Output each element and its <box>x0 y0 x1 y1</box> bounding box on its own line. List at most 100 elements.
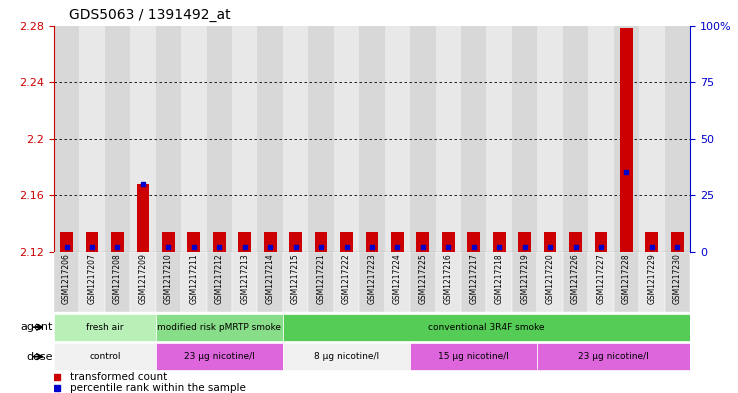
Bar <box>283 314 690 341</box>
Text: GSM1217225: GSM1217225 <box>418 253 427 304</box>
Text: GSM1217215: GSM1217215 <box>291 253 300 304</box>
Text: GSM1217216: GSM1217216 <box>444 253 453 304</box>
Bar <box>486 26 512 252</box>
Text: GSM1217206: GSM1217206 <box>62 253 71 304</box>
Bar <box>544 232 556 252</box>
Bar <box>588 252 614 312</box>
Text: GSM1217222: GSM1217222 <box>342 253 351 304</box>
Text: GSM1217229: GSM1217229 <box>647 253 656 304</box>
Text: percentile rank within the sample: percentile rank within the sample <box>70 383 246 393</box>
Text: GDS5063 / 1391492_at: GDS5063 / 1391492_at <box>69 7 230 22</box>
Bar <box>207 252 232 312</box>
Text: GSM1217221: GSM1217221 <box>317 253 325 304</box>
Text: dose: dose <box>26 352 52 362</box>
Bar <box>86 232 98 252</box>
Bar <box>665 252 690 312</box>
Text: agent: agent <box>20 322 52 332</box>
Text: 23 μg nicotine/l: 23 μg nicotine/l <box>184 352 255 361</box>
Bar <box>595 232 607 252</box>
Bar <box>54 343 156 370</box>
Text: GSM1217212: GSM1217212 <box>215 253 224 304</box>
Bar <box>137 184 149 252</box>
Text: GSM1217228: GSM1217228 <box>622 253 631 304</box>
Text: GSM1217214: GSM1217214 <box>266 253 275 304</box>
Bar <box>187 232 200 252</box>
Bar <box>54 252 79 312</box>
Bar <box>54 314 156 341</box>
Text: 23 μg nicotine/l: 23 μg nicotine/l <box>579 352 649 361</box>
Bar <box>283 343 410 370</box>
Bar <box>646 232 658 252</box>
Text: GSM1217224: GSM1217224 <box>393 253 402 304</box>
Bar <box>588 26 614 252</box>
Bar <box>416 232 430 252</box>
Text: GSM1217218: GSM1217218 <box>494 253 503 304</box>
Bar <box>639 26 665 252</box>
Text: GSM1217217: GSM1217217 <box>469 253 478 304</box>
Bar <box>181 26 207 252</box>
Bar <box>442 232 455 252</box>
Bar <box>105 26 130 252</box>
Text: GSM1217208: GSM1217208 <box>113 253 122 304</box>
Bar <box>359 252 384 312</box>
Text: GSM1217223: GSM1217223 <box>368 253 376 304</box>
Bar <box>289 232 302 252</box>
Bar <box>518 232 531 252</box>
Bar <box>308 252 334 312</box>
Bar <box>665 26 690 252</box>
Bar <box>614 26 639 252</box>
Bar <box>512 252 537 312</box>
Bar <box>435 252 461 312</box>
Bar <box>130 26 156 252</box>
Bar <box>569 232 582 252</box>
Text: GSM1217230: GSM1217230 <box>673 253 682 304</box>
Bar <box>156 26 181 252</box>
Bar <box>162 232 175 252</box>
Bar <box>384 252 410 312</box>
Bar <box>461 26 486 252</box>
Bar <box>340 232 353 252</box>
Bar <box>238 232 251 252</box>
Bar <box>207 26 232 252</box>
Text: 8 μg nicotine/l: 8 μg nicotine/l <box>314 352 379 361</box>
Bar <box>79 26 105 252</box>
Bar <box>620 28 632 252</box>
Text: GSM1217220: GSM1217220 <box>545 253 554 304</box>
Bar <box>156 252 181 312</box>
Bar <box>258 26 283 252</box>
Bar <box>614 252 639 312</box>
Bar <box>232 26 258 252</box>
Bar <box>671 232 683 252</box>
Bar <box>181 252 207 312</box>
Bar <box>537 343 690 370</box>
Text: GSM1217209: GSM1217209 <box>139 253 148 304</box>
Bar <box>359 26 384 252</box>
Text: GSM1217213: GSM1217213 <box>241 253 249 304</box>
Bar <box>410 252 435 312</box>
Text: control: control <box>89 352 120 361</box>
Text: GSM1217210: GSM1217210 <box>164 253 173 304</box>
Bar <box>391 232 404 252</box>
Bar <box>232 252 258 312</box>
Text: GSM1217207: GSM1217207 <box>88 253 97 304</box>
Text: modified risk pMRTP smoke: modified risk pMRTP smoke <box>157 323 281 332</box>
Bar <box>537 252 563 312</box>
Bar <box>111 232 124 252</box>
Bar <box>493 232 506 252</box>
Bar <box>283 252 308 312</box>
Bar <box>365 232 379 252</box>
Bar <box>213 232 226 252</box>
Text: transformed count: transformed count <box>70 373 167 382</box>
Bar <box>61 232 73 252</box>
Bar <box>410 343 537 370</box>
Bar <box>537 26 563 252</box>
Bar <box>486 252 512 312</box>
Text: GSM1217211: GSM1217211 <box>190 253 199 304</box>
Bar <box>105 252 130 312</box>
Bar <box>263 232 277 252</box>
Bar <box>563 252 588 312</box>
Bar <box>314 232 328 252</box>
Bar <box>79 252 105 312</box>
Bar <box>283 26 308 252</box>
Text: 15 μg nicotine/l: 15 μg nicotine/l <box>438 352 509 361</box>
